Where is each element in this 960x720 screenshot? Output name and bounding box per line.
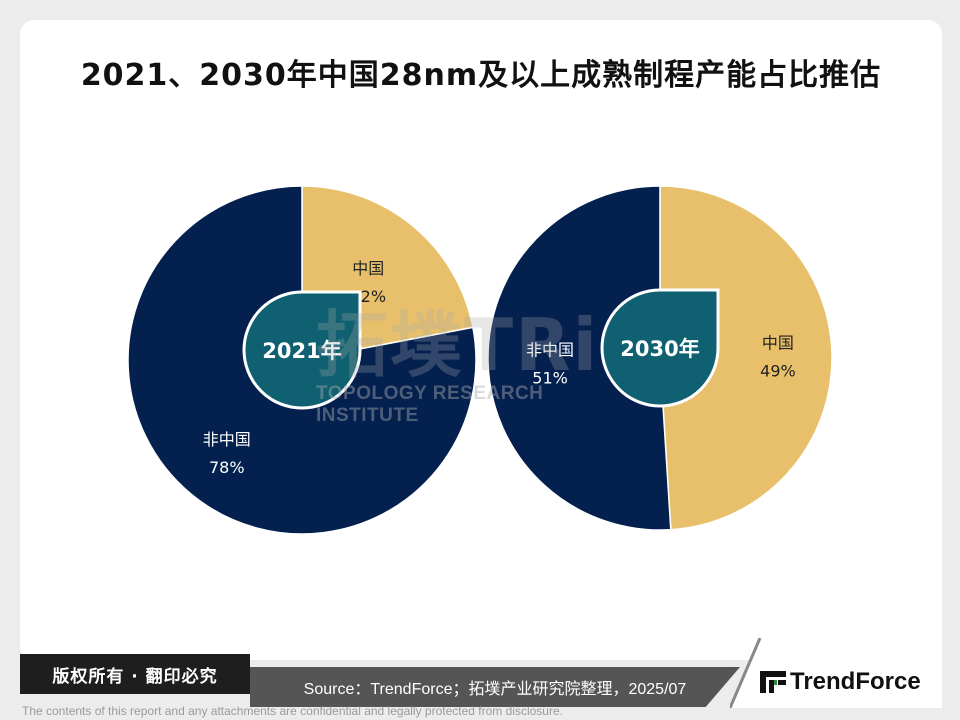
slice-label-1-0: 中国 [762,333,794,352]
center-label-1: 2030年 [620,337,699,361]
center-badge-0 [242,290,362,410]
slice-label-1-1: 非中国 [526,340,574,359]
slice-value-1-1: 51% [532,368,568,387]
slice-value-1-0: 49% [760,361,796,380]
trendforce-logo: TrendForce [760,664,921,700]
slice-value-0-1: 78% [209,458,245,477]
slice-label-0-0: 中国 [352,259,384,278]
disclaimer-text: The contents of this report and any atta… [22,704,563,718]
logo-text: TrendForce [790,668,921,695]
copyright-banner: 版权所有 · 翻印必究 [20,654,250,694]
center-badge-1 [600,288,720,408]
source-note: Source：TrendForce；拓墣产业研究院整理，2025/07 [250,667,740,707]
pie-slice-1-1 [487,185,672,531]
pie-slice-1-0 [659,185,833,531]
center-label-0: 2021年 [262,339,341,363]
chart-title: 2021、2030年中国28nm及以上成熟制程产能占比推估 [80,58,882,93]
slice-label-0-1: 非中国 [203,430,251,449]
trendforce-logo-icon [760,671,786,693]
